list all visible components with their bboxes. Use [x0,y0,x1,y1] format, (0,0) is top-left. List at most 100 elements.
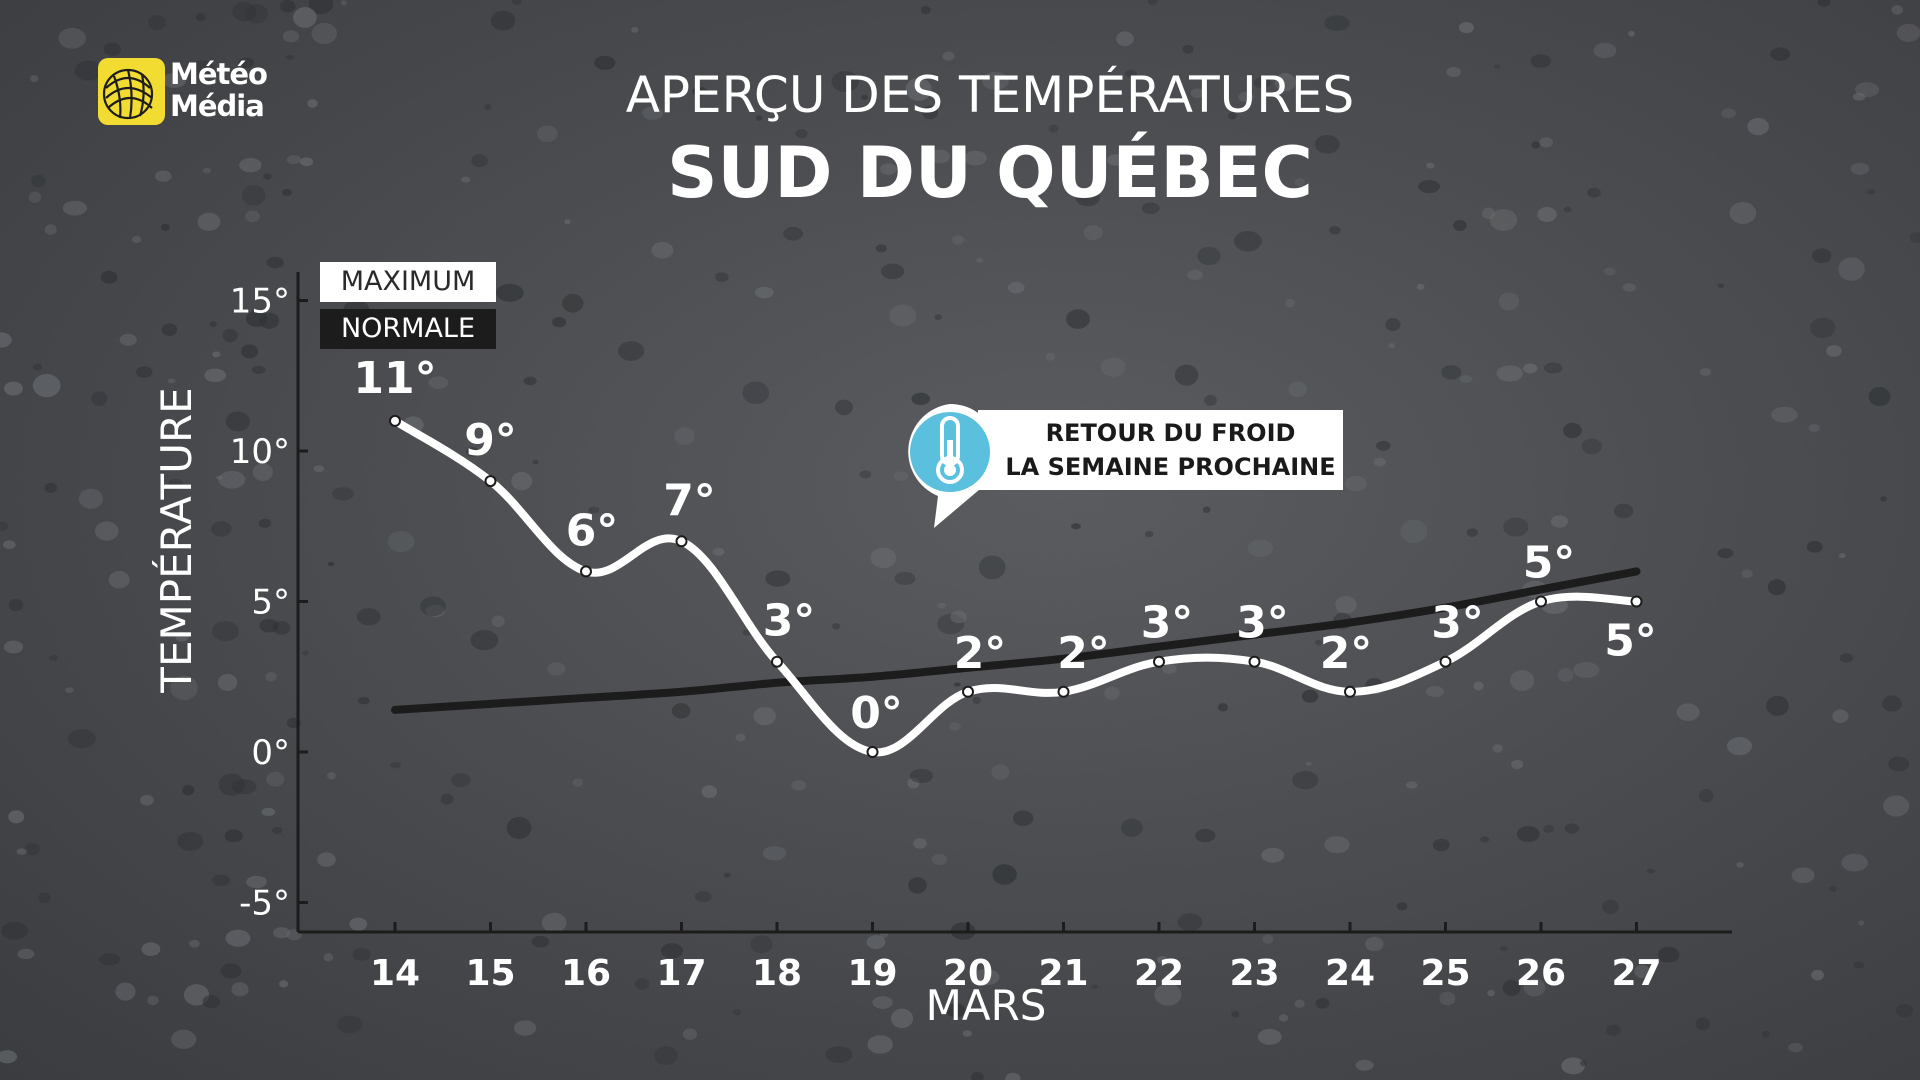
raindrop [252,463,273,482]
raindrop [65,687,74,693]
raindrop [245,310,268,327]
raindrop [1587,187,1601,198]
raindrop [753,706,776,726]
raindrop [953,682,961,687]
raindrop [1605,1024,1621,1036]
raindrop [682,1028,698,1040]
raindrop [161,73,187,88]
raindrop [4,381,23,396]
x-tick-label: 21 [1038,953,1088,994]
raindrop [387,531,415,553]
raindrop [30,75,39,83]
raindrop [1405,781,1418,789]
raindrop [1852,92,1866,101]
raindrop [1335,595,1357,614]
raindrop [170,675,198,701]
raindrop [160,223,170,232]
raindrop [660,943,684,959]
y-tick-label: 0° [251,733,290,773]
raindrop [100,270,118,284]
maximum-point [484,475,497,488]
raindrop [224,829,243,843]
raindrop [1075,189,1100,207]
raindrop [212,351,221,358]
raindrop [356,608,381,626]
maximum-point [389,414,401,427]
raindrop [484,104,492,111]
raindrop [1373,457,1386,467]
raindrop [859,470,872,479]
raindrop [1676,703,1700,721]
raindrop [261,807,276,817]
raindrop [1071,523,1081,530]
raindrop [1480,836,1490,843]
raindrop [1344,475,1367,492]
raindrop [1396,902,1408,911]
raindrop [8,810,25,824]
raindrop [1839,653,1854,663]
raindrop [1646,868,1655,874]
raindrop [470,629,499,651]
raindrop [16,848,27,855]
raindrop [701,785,718,799]
raindrop [978,555,1006,580]
x-tick-label: 27 [1611,953,1661,994]
raindrop [531,935,550,948]
raindrop [1699,368,1712,376]
raindrop [1154,983,1182,1006]
raindrop [8,598,24,612]
raindrop [1806,540,1823,553]
raindrop [44,224,57,235]
raindrop [1174,364,1199,386]
raindrop [1385,318,1401,331]
raindrop [964,150,987,166]
raindrop [332,487,354,501]
raindrop [62,200,88,216]
maximum-point [771,655,783,668]
raindrop [216,475,223,480]
raindrop [1747,117,1769,136]
raindrop [202,994,221,1009]
raindrop [308,0,334,15]
raindrop [0,1050,18,1064]
raindrop [91,391,108,406]
raindrop [119,333,137,346]
raindrop [1247,539,1273,558]
raindrop [31,174,46,188]
raindrop [930,149,951,164]
raindrop [1539,137,1553,148]
raindrop [1717,548,1734,559]
raindrop [218,470,246,489]
raindrop [1770,47,1791,61]
raindrop [58,27,87,49]
raindrop [948,722,961,731]
raindrop [795,128,808,139]
raindrop [1791,867,1815,884]
maximum-point [580,565,592,578]
raindrop [1717,283,1725,288]
raindrop [920,5,931,15]
raindrop [825,1046,853,1063]
raindrop [38,892,51,904]
raindrop [171,1029,197,1050]
y-tick-label: 5° [251,583,290,623]
raindrop [211,521,232,537]
raindrop [265,671,277,682]
x-tick-label: 16 [561,953,611,994]
raindrop [512,0,522,5]
raindrop [651,242,674,259]
raindrop [1066,309,1090,329]
raindrop [1416,283,1425,290]
raindrop [1187,269,1203,281]
raindrop [182,784,195,796]
maximum-point [675,535,688,548]
raindrop [694,891,712,903]
raindrop [1896,23,1920,42]
raindrop [167,378,176,384]
raindrop [617,341,645,361]
raindrop [1446,66,1462,78]
raindrop [893,471,909,481]
raindrop [352,948,371,961]
raindrop [715,272,729,282]
